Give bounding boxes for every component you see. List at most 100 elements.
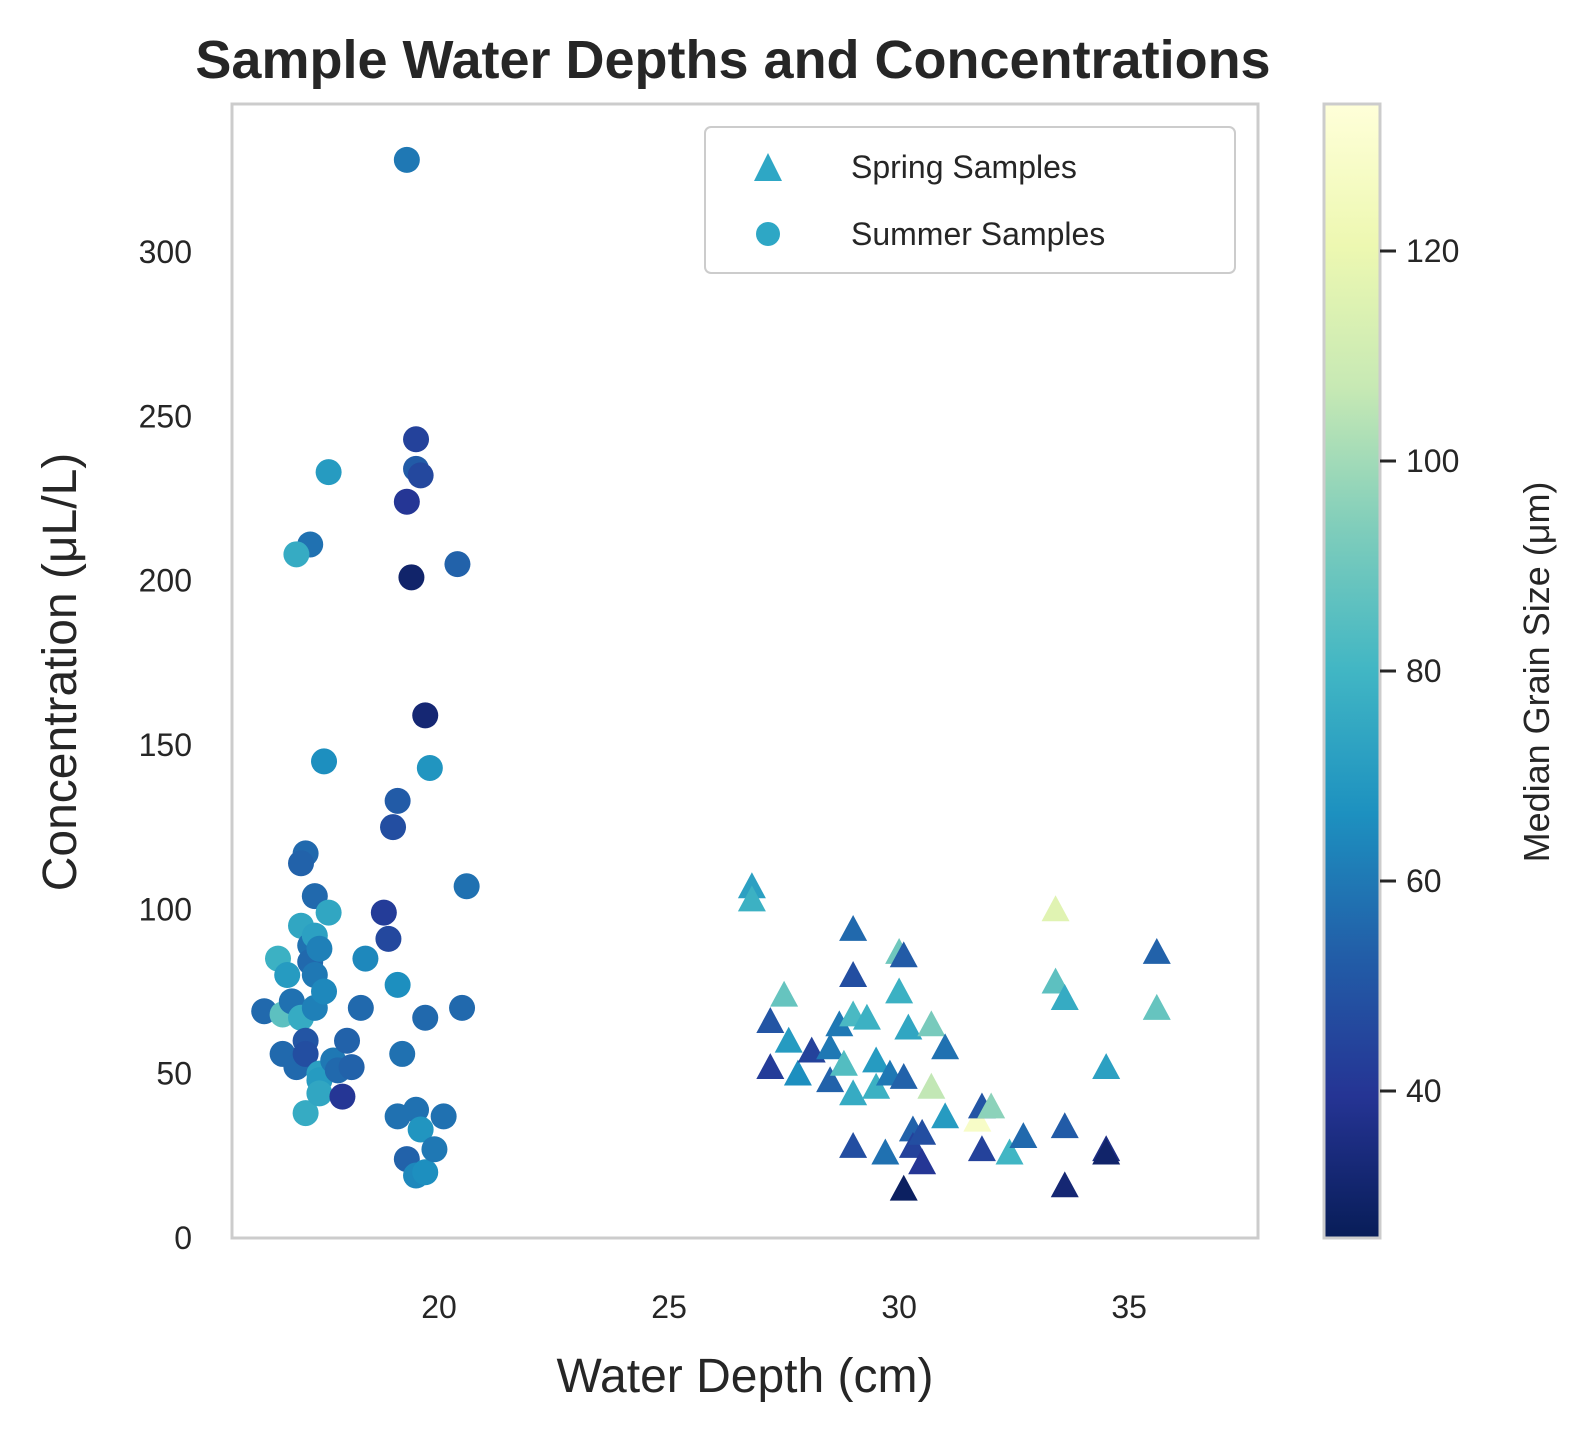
y-tick-label: 150 [139, 727, 192, 763]
spring-sample-point [839, 1079, 868, 1106]
summer-sample-point [398, 564, 425, 591]
colorbar-tick-label: 100 [1406, 443, 1459, 479]
spring-sample-point [1050, 1112, 1079, 1139]
spring-sample-point [839, 961, 868, 987]
x-axis-label: Water Depth (cm) [557, 1350, 934, 1403]
summer-sample-point [393, 146, 420, 173]
summer-sample-point [370, 899, 397, 926]
spring-sample-point [756, 1007, 785, 1033]
spring-sample-point [917, 1072, 946, 1099]
data-points [251, 146, 1171, 1201]
colorbar-ticks: 40 60 80 100 120 [1380, 233, 1459, 1109]
spring-sample-point [917, 1010, 946, 1037]
summer-sample-point [444, 551, 471, 578]
summer-sample-point [384, 787, 411, 814]
spring-sample-point [931, 1033, 960, 1060]
summer-sample-point [403, 1096, 430, 1123]
spring-sample-point [774, 1026, 803, 1053]
y-tick-label: 0 [174, 1220, 192, 1256]
legend-entry-summer: Summer Samples [851, 216, 1105, 252]
spring-sample-point [829, 1049, 858, 1076]
x-tick-label: 25 [651, 1289, 687, 1325]
summer-sample-point [416, 754, 443, 781]
spring-sample-point [1092, 1053, 1121, 1079]
colorbar-tick-label: 60 [1406, 863, 1442, 899]
legend: Spring Samples Summer Samples [704, 126, 1236, 274]
spring-sample-point [756, 1053, 785, 1079]
summer-sample-point [403, 426, 430, 453]
legend-triangle-icon [754, 153, 782, 181]
summer-sample-point [389, 1040, 416, 1067]
summer-sample-point [421, 1136, 448, 1163]
x-tick-label: 30 [881, 1289, 917, 1325]
summer-sample-point [311, 748, 338, 775]
colorbar [1322, 102, 1382, 1240]
y-tick-labels: 0 50 100 150 200 250 300 [139, 234, 192, 1256]
spring-sample-point [783, 1059, 812, 1086]
spring-sample-point [889, 1062, 918, 1089]
spring-sample-point [1142, 938, 1171, 964]
spring-sample-point [1142, 993, 1171, 1020]
summer-sample-point [449, 994, 476, 1021]
y-tick-label: 200 [139, 563, 192, 599]
spring-sample-point [908, 1118, 937, 1145]
spring-sample-point [889, 1174, 918, 1201]
spring-sample-point [967, 1135, 996, 1162]
summer-sample-point [384, 971, 411, 998]
summer-sample-point [412, 702, 439, 729]
summer-sample-point [306, 1080, 333, 1107]
x-tick-label: 20 [421, 1289, 457, 1325]
y-tick-label: 300 [139, 234, 192, 270]
legend-circle-icon [756, 222, 780, 246]
spring-sample-point [1050, 1171, 1079, 1198]
summer-sample-point [306, 935, 333, 962]
summer-sample-point [292, 1100, 319, 1127]
spring-sample-point [862, 1072, 891, 1099]
summer-sample-point [334, 1027, 361, 1054]
spring-sample-point [977, 1092, 1006, 1119]
x-tick-label: 35 [1111, 1289, 1147, 1325]
summer-sample-point [311, 978, 338, 1005]
summer-sample-point [453, 873, 480, 900]
spring-sample-point [1041, 895, 1070, 922]
y-tick-label: 250 [139, 398, 192, 434]
spring-sample-point [885, 977, 914, 1004]
summer-sample-point [380, 814, 407, 841]
spring-sample-point [1041, 967, 1070, 994]
spring-sample-point [839, 915, 868, 941]
legend-entry-spring: Spring Samples [851, 149, 1077, 185]
spring-sample-point [1009, 1122, 1038, 1149]
summer-sample-point [315, 899, 342, 926]
summer-sample-point [292, 1040, 319, 1067]
spring-sample-point [816, 1066, 845, 1093]
summer-sample-point [288, 850, 315, 877]
spring-sample-point [1092, 1138, 1121, 1165]
spring-sample-point [995, 1138, 1024, 1165]
summer-sample-point [407, 462, 434, 489]
summer-sample-point [283, 541, 310, 568]
spring-sample-point [825, 1010, 854, 1037]
summer-sample-point [315, 459, 342, 486]
spring-sample-point [737, 885, 766, 912]
summer-sample-point [430, 1103, 457, 1130]
summer-sample-point [338, 1054, 365, 1081]
spring-sample-point [862, 1046, 891, 1073]
colorbar-tick-label: 40 [1406, 1073, 1442, 1109]
spring-sample-point [852, 1003, 881, 1030]
chart-title: Sample Water Depths and Concentrations [195, 30, 1270, 90]
x-tick-labels: 20 25 30 35 [421, 1289, 1147, 1325]
y-tick-label: 50 [156, 1056, 192, 1092]
summer-sample-point [375, 925, 402, 952]
spring-sample-point [963, 1105, 992, 1132]
summer-sample-point [329, 1083, 356, 1110]
spring-sample-point [889, 941, 918, 968]
summer-sample-point [393, 488, 420, 515]
summer-sample-point [412, 1159, 439, 1186]
spring-sample-point [894, 1013, 923, 1040]
spring-sample-point [737, 872, 766, 899]
colorbar-tick-label: 80 [1406, 653, 1442, 689]
summer-sample-point [352, 945, 379, 972]
summer-sample-point [412, 1004, 439, 1031]
